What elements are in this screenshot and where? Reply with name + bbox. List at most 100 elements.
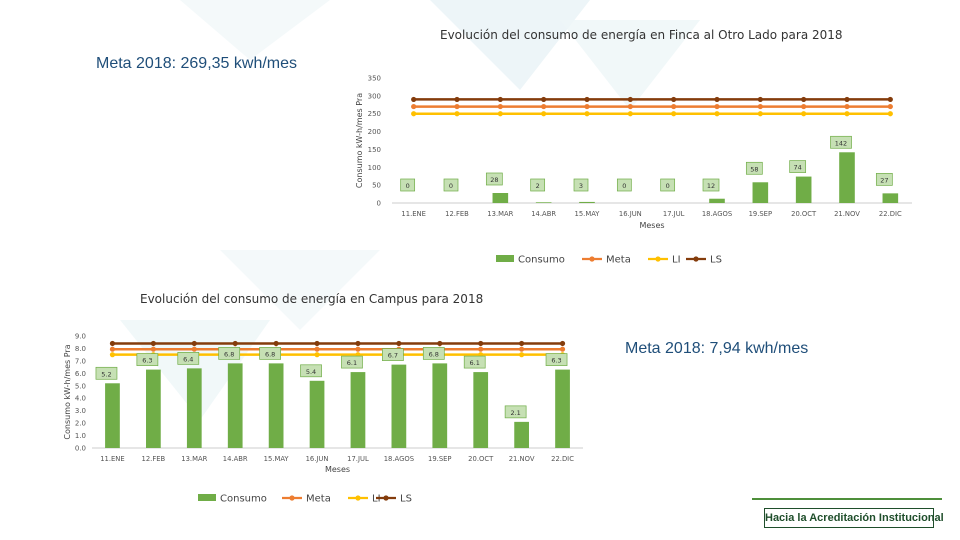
chart1-xtick-label: 14.ABR (531, 210, 556, 218)
chart2-data-label: 6.1 (347, 359, 357, 367)
chart1-point-meta (844, 103, 850, 110)
chart2-data-label: 6.4 (183, 355, 193, 363)
chart2-data-label-box (422, 347, 445, 360)
chart2-ytick-label: 1.0 (75, 432, 86, 440)
chart1-point-li (584, 111, 590, 117)
chart1-data-label: 27 (880, 176, 888, 184)
chart2-point-li (519, 352, 525, 358)
chart2-point-ls (396, 340, 402, 347)
chart2-data-label: 6.8 (429, 350, 439, 358)
chart1-point-li (757, 111, 763, 117)
chart1-xtick-label: 13.MAR (487, 210, 513, 218)
chart2-ytick-label: 8.0 (75, 345, 86, 353)
chart1-point-ls (714, 96, 720, 103)
chart2-data-label-box (177, 352, 200, 365)
chart1-point-meta (627, 103, 633, 110)
chart1-data-label: 142 (835, 139, 847, 147)
chart2-bar (473, 372, 489, 448)
chart1-point-meta (497, 103, 503, 110)
chart2-point-meta (559, 346, 566, 352)
chart1-point-ls (671, 96, 677, 103)
chart1-point-li (887, 111, 893, 117)
chart2-data-label-box (504, 405, 527, 419)
chart1-data-label-box (616, 178, 632, 192)
chart1-point-meta (541, 103, 547, 110)
chart2-legend-marker-meta (289, 495, 295, 501)
chart2-xtick-label: 22.DIC (551, 455, 574, 463)
chart1-xtick-label: 15.MAY (575, 210, 601, 218)
chart1-point-li (714, 111, 720, 117)
chart1-point-li (497, 111, 503, 117)
chart2-title: Evolución del consumo de energía en Camp… (140, 292, 484, 306)
chart1-xtick-label: 11.ENE (401, 210, 425, 218)
chart2-xtick-label: 17.JUL (347, 455, 369, 463)
chart1-ytick-label: 150 (368, 146, 381, 154)
chart1-data-label-box (660, 178, 676, 192)
chart1-ytick-label: 250 (368, 110, 381, 118)
chart1-point-ls (497, 96, 503, 103)
chart1-legend-marker-li (655, 256, 661, 262)
chart1-ylabel: Consumo kW-h/mes Pra (355, 93, 364, 188)
chart2-ytick-label: 4.0 (75, 395, 86, 403)
chart1-xtick-label: 12.FEB (445, 210, 469, 218)
chart2-bar (350, 372, 366, 448)
chart1-xtick-label: 19.SEP (749, 210, 773, 218)
chart1-data-label: 3 (579, 182, 583, 190)
chart2-data-label: 6.3 (142, 357, 152, 365)
chart1-data-label: 0 (406, 182, 410, 190)
chart2-legend-marker-li (355, 495, 361, 501)
chart1-data-label: 12 (707, 182, 715, 190)
chart1-bar (795, 176, 812, 203)
chart2-legend-marker-ls (383, 495, 389, 501)
chart1-data-label-box (702, 178, 720, 192)
chart1-data-label-box (745, 161, 763, 175)
chart2-xtick-label: 11.ENE (100, 455, 124, 463)
chart2-bar (105, 383, 120, 448)
chart1-bar (839, 152, 855, 203)
chart2-ytick-label: 6.0 (75, 370, 86, 378)
chart2-point-meta (478, 346, 484, 352)
chart2-point-li (314, 352, 320, 358)
chart2-data-label-box (136, 353, 159, 366)
chart1-point-meta (411, 103, 417, 110)
chart2-point-meta (355, 346, 361, 352)
chart2-data-label-box (300, 364, 322, 378)
chart1-point-ls (627, 96, 633, 103)
chart2-data-label: 5.2 (101, 370, 111, 378)
chart1-point-li (454, 111, 460, 117)
chart2-point-meta (314, 346, 320, 352)
chart1-point-meta (584, 103, 590, 110)
chart1-data-label-box (875, 173, 893, 186)
chart1-point-ls (801, 96, 807, 103)
chart1-xlabel: Meses (639, 221, 664, 230)
chart2-data-label-box (218, 347, 241, 360)
chart2-point-ls (355, 340, 361, 347)
chart2-data-label-box (95, 366, 118, 380)
chart1-point-li (671, 111, 677, 117)
chart2-ytick-label: 2.0 (75, 420, 86, 428)
chart2-data-label-box (545, 353, 568, 366)
chart1-xtick-label: 20.OCT (791, 210, 817, 218)
chart2-ytick-label: 0.0 (75, 445, 86, 453)
chart2-xlabel: Meses (325, 465, 350, 474)
chart2-xtick-label: 14.ABR (223, 455, 248, 463)
chart1-ytick-label: 50 (372, 182, 381, 190)
chart2-data-label-box (259, 347, 281, 360)
chart2-point-meta (150, 346, 156, 352)
chart1-data-label-box (789, 160, 807, 173)
chart1-point-li (801, 111, 807, 117)
chart1-legend-label-meta: Meta (606, 255, 631, 266)
chart1-ytick-label: 100 (368, 164, 381, 172)
chart2-bar (146, 369, 161, 448)
chart1-data-label-box (530, 178, 546, 192)
chart2-data-label: 6.8 (265, 350, 275, 358)
chart2-xtick-label: 15.MAY (264, 455, 290, 463)
chart1-legend-swatch-consumo (496, 255, 514, 262)
chart2-xtick-label: 12.FEB (142, 455, 166, 463)
chart1-point-ls (454, 96, 460, 103)
chart1-point-li (627, 111, 633, 117)
chart2-xtick-label: 16.JUN (306, 455, 329, 463)
chart2-ytick-label: 5.0 (75, 382, 86, 390)
footer-badge: Hacia la Acreditación Institucional (764, 508, 944, 528)
